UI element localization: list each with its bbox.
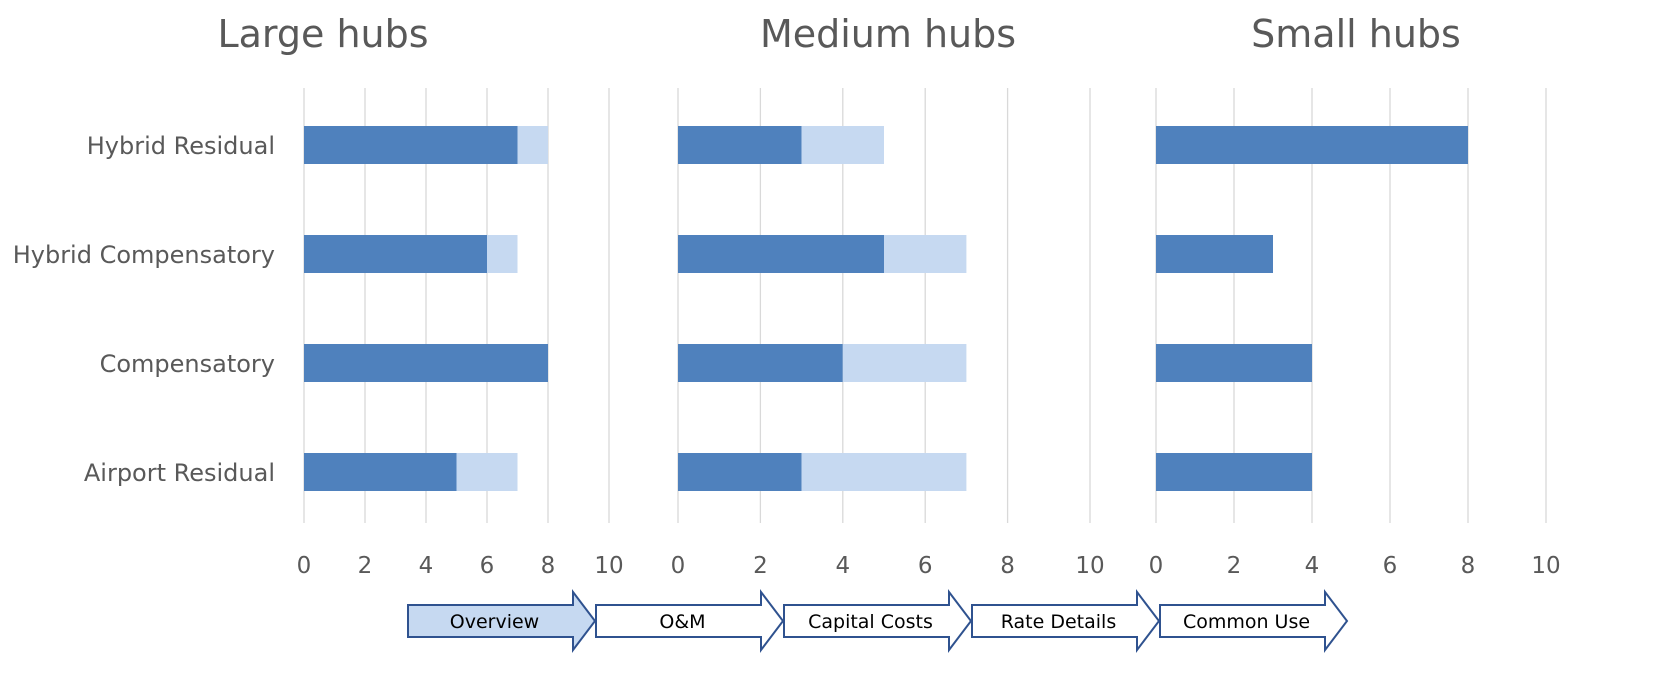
category-label: Hybrid Residual (87, 132, 275, 160)
bar-hybrid-compensatory-s1 (678, 235, 884, 273)
bar-hybrid-compensatory-s1 (1156, 235, 1273, 273)
nav-arrows: Overview O&M Capital Costs Rate Details Comm… (407, 589, 1349, 653)
x-tick-label: 6 (918, 553, 933, 579)
x-tick-label: 6 (1383, 553, 1398, 579)
panel-title: Medium hubs (760, 12, 1016, 56)
nav-overview[interactable]: Overview (407, 589, 597, 653)
bar-compensatory-s1 (678, 344, 843, 382)
bar-hybrid-residual-s1 (1156, 126, 1468, 164)
nav-label: Rate Details (1001, 611, 1116, 633)
x-tick-label: 4 (1305, 553, 1320, 579)
bar-hybrid-residual-s2 (517, 126, 548, 164)
x-tick-label: 10 (1531, 553, 1560, 579)
bar-hybrid-residual-s1 (678, 126, 802, 164)
x-tick-label: 10 (594, 553, 623, 579)
bar-hybrid-residual-s2 (801, 126, 884, 164)
bar-hybrid-compensatory-s1 (304, 235, 487, 273)
x-tick-label: 10 (1075, 553, 1104, 579)
panel-title: Small hubs (1251, 12, 1461, 56)
category-label: Compensatory (100, 350, 275, 378)
nav-label: O&M (659, 611, 705, 633)
category-label: Airport Residual (84, 459, 275, 487)
x-tick-label: 4 (419, 553, 434, 579)
nav-label: Capital Costs (808, 611, 933, 633)
x-tick-label: 6 (480, 553, 495, 579)
panel-3: Small hubs 0 2 4 6 8 10 (1149, 12, 1561, 579)
x-tick-label: 0 (297, 553, 312, 579)
nav-arrow-shape (1159, 589, 1349, 653)
bar-hybrid-residual-s1 (304, 126, 518, 164)
category-label: Hybrid Compensatory (13, 241, 275, 269)
nav-o-m[interactable]: O&M (595, 589, 785, 653)
bar-compensatory-s1 (304, 344, 548, 382)
x-tick-label: 2 (358, 553, 373, 579)
bar-compensatory-s1 (1156, 344, 1312, 382)
panel-title: Large hubs (217, 12, 428, 56)
nav-arrow-shape (971, 589, 1161, 653)
panel-2: Medium hubs 0 2 4 6 8 10 (671, 12, 1105, 579)
bar-airport-residual-s1 (304, 453, 457, 491)
x-tick-label: 8 (1461, 553, 1476, 579)
bar-airport-residual-s2 (456, 453, 518, 491)
nav-arrow-shape (783, 589, 973, 653)
nav-common-use[interactable]: Common Use (1159, 589, 1349, 653)
nav-capital-costs[interactable]: Capital Costs (783, 589, 973, 653)
bar-compensatory-s2 (842, 344, 967, 382)
bar-airport-residual-s1 (678, 453, 802, 491)
nav-rate-details[interactable]: Rate Details (971, 589, 1161, 653)
bar-hybrid-compensatory-s2 (884, 235, 967, 273)
nav-label: Common Use (1183, 611, 1310, 633)
nav-arrow-shape (595, 589, 785, 653)
x-tick-label: 8 (541, 553, 556, 579)
nav-arrow-shape (407, 589, 597, 653)
x-tick-label: 8 (1000, 553, 1015, 579)
x-tick-label: 0 (1149, 553, 1164, 579)
x-tick-label: 0 (671, 553, 686, 579)
bar-airport-residual-s2 (801, 453, 967, 491)
x-tick-label: 4 (835, 553, 850, 579)
category-labels: Hybrid Residual Hybrid Compensatory Compen… (13, 132, 275, 487)
panel-1: Large hubs 0 2 4 6 8 10 (217, 12, 623, 579)
x-tick-label: 2 (753, 553, 768, 579)
bar-hybrid-compensatory-s2 (487, 235, 518, 273)
x-tick-label: 2 (1227, 553, 1242, 579)
nav-label: Overview (450, 611, 539, 633)
bar-airport-residual-s1 (1156, 453, 1312, 491)
